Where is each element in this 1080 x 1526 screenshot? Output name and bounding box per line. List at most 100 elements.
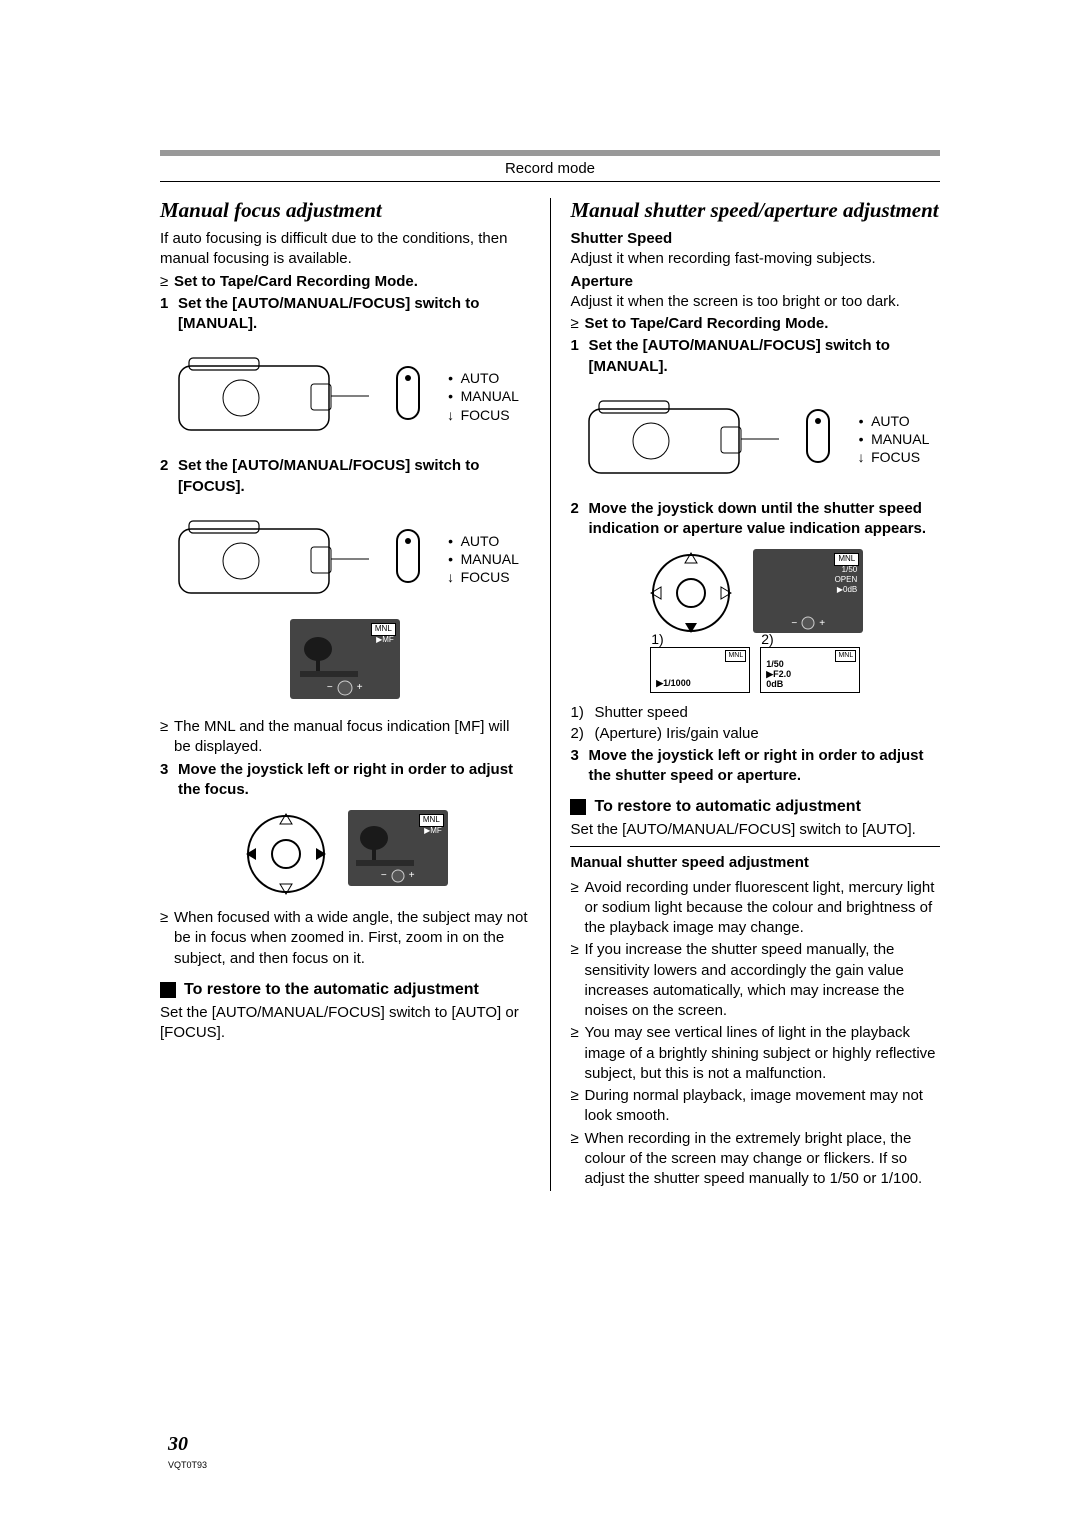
switch-diagram [393,365,423,427]
box2-v3: 0dB [766,680,791,690]
right-step1: Set the [AUTO/MANUAL/FOCUS] switch to [M… [588,336,940,377]
joystick-icon [242,810,330,898]
left-step1: Set the [AUTO/MANUAL/FOCUS] switch to [M… [178,294,530,335]
switch-manual: MANUAL [461,550,519,568]
notes-title: Manual shutter speed adjustment [570,853,940,873]
square-icon [570,799,586,815]
switch-auto: AUTO [461,369,500,387]
mnl-badge: MNL [834,553,859,566]
tree-icon [300,635,358,677]
right-restore-title: To restore to automatic adjustment [594,796,860,818]
mnl-badge: MNL [419,814,444,827]
indicator-boxes: 1) MNL ▶1/1000 2) MNL 1/50 ▶F2.0 0dB [570,647,940,693]
bullet-icon: ≥ [160,717,174,758]
switch-focus: FOCUS [871,448,920,466]
plus-icon: + [357,681,363,695]
shutter-text: Adjust it when recording fast-moving sub… [570,249,940,269]
bullet-icon: ≥ [570,1129,584,1190]
box1-num: 1) [651,630,663,649]
right-preset: Set to Tape/Card Recording Mode. [584,314,828,334]
switch-marker: • [445,550,457,568]
box2-num: 2) [761,630,773,649]
bullet-icon: ≥ [570,878,584,939]
switch-marker: • [445,369,457,387]
step-number: 3 [160,760,178,801]
lcd-preview-small: MNL ▶MF − + [348,810,448,886]
figure-camera-switch-3: •AUTO •MANUAL ↓FOCUS [570,391,940,487]
box-shutter: 1) MNL ▶1/1000 [650,647,750,693]
header-rule-bottom [160,181,940,182]
switch-manual: MANUAL [871,430,929,448]
switch-auto: AUTO [871,412,910,430]
aperture-label: Aperture [570,272,940,292]
legend2: (Aperture) Iris/gain value [594,724,758,744]
switch-marker: • [445,532,457,550]
right-step3: Move the joystick left or right in order… [588,746,940,787]
box2-mnl: MNL [835,650,856,661]
legend-num: 1) [570,703,594,723]
box-aperture: 2) MNL 1/50 ▶F2.0 0dB [760,647,860,693]
note-item: If you increase the shutter speed manual… [584,940,940,1021]
overlay-line3: ▶0dB [837,585,857,596]
step-number: 2 [160,456,178,497]
switch-marker: ↓ [445,406,457,424]
left-title: Manual focus adjustment [160,198,530,223]
switch-diagram [393,528,423,590]
mnl-badge: MNL [371,623,396,636]
right-restore-text: Set the [AUTO/MANUAL/FOCUS] switch to [A… [570,820,940,840]
joystick-icon [647,549,735,637]
switch-marker: • [855,412,867,430]
figure-camera-switch-2: •AUTO •MANUAL ↓FOCUS [160,511,530,607]
bullet-icon: ≥ [160,272,174,292]
header-rule-top [160,150,940,156]
switch-marker: • [445,387,457,405]
left-restore-title: To restore to the automatic adjustment [184,979,479,1001]
lcd-preview-shutter: MNL 1/50 OPEN ▶0dB − + [753,549,863,633]
box1-val: ▶1/1000 [656,677,690,689]
left-preset: Set to Tape/Card Recording Mode. [174,272,418,292]
camera-icon [171,348,371,444]
switch-labels: •AUTO •MANUAL ↓FOCUS [445,532,519,587]
legend-num: 2) [570,724,594,744]
left-intro: If auto focusing is difficult due to the… [160,229,530,270]
left-restore-text: Set the [AUTO/MANUAL/FOCUS] switch to [A… [160,1003,530,1044]
aperture-text: Adjust it when the screen is too bright … [570,292,940,312]
mf-indicator: ▶MF [376,635,394,646]
plus-icon: + [819,617,825,631]
switch-icon [393,365,423,421]
notes-list: ≥Avoid recording under fluorescent light… [570,878,940,1190]
box1-mnl: MNL [725,650,746,661]
switch-marker: • [855,430,867,448]
mf-indicator: ▶MF [424,826,442,837]
left-note-wide: When focused with a wide angle, the subj… [174,908,530,969]
right-title: Manual shutter speed/aperture adjustment [570,198,940,223]
switch-auto: AUTO [461,532,500,550]
note-item: When recording in the extremely bright p… [584,1129,940,1190]
right-column: Manual shutter speed/aperture adjustment… [570,198,940,1191]
switch-marker: ↓ [855,448,867,466]
bullet-icon: ≥ [570,314,584,334]
note-item: Avoid recording under fluorescent light,… [584,878,940,939]
joystick-mini-icon [337,680,353,696]
step-number: 1 [570,336,588,377]
page-number: 30 [168,1433,188,1456]
left-note-mnl: The MNL and the manual focus indication … [174,717,530,758]
left-column: Manual focus adjustment If auto focusing… [160,198,530,1191]
bullet-icon: ≥ [160,908,174,969]
switch-labels: •AUTO •MANUAL ↓FOCUS [855,412,929,467]
note-item: You may see vertical lines of light in t… [584,1023,940,1084]
header-section-label: Record mode [160,160,940,177]
switch-marker: ↓ [445,568,457,586]
figure-camera-switch-1: •AUTO •MANUAL ↓FOCUS [160,348,530,444]
lcd-preview: MNL ▶MF − + [290,619,400,699]
note-item: During normal playback, image movement m… [584,1086,940,1127]
minus-icon: − [381,869,387,883]
step-number: 3 [570,746,588,787]
left-step2: Set the [AUTO/MANUAL/FOCUS] switch to [F… [178,456,530,497]
camera-icon [581,391,781,487]
minus-icon: − [791,617,797,631]
switch-diagram [803,408,833,470]
document-code: VQT0T93 [168,1460,207,1470]
shutter-label: Shutter Speed [570,229,940,249]
switch-focus: FOCUS [461,406,510,424]
